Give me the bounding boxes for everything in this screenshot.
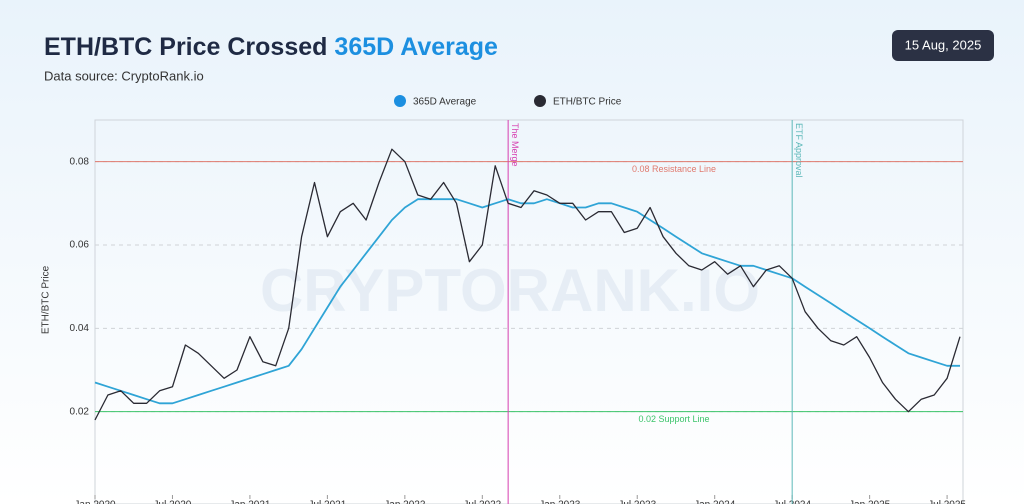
- title-main: ETH/BTC Price Crossed: [44, 33, 327, 61]
- y-tick-label: 0.06: [70, 240, 90, 251]
- date-badge: [892, 30, 994, 61]
- y-tick-label: 0.08: [70, 156, 90, 167]
- plot-frame: [94, 119, 964, 504]
- y-tick-label: 0.04: [70, 323, 90, 334]
- watermark: CRYPTORANK.IO: [260, 257, 760, 324]
- y-tick-label: 0.02: [70, 406, 90, 417]
- x-tick-label: Jul 2021: [308, 500, 346, 504]
- reference-label: 0.02 Support Line: [638, 414, 709, 424]
- event-label: The Merge: [510, 123, 520, 167]
- chart-title: ETH/BTC Price Crossed 365D Average: [44, 33, 498, 61]
- x-tick-label: Jan 2025: [849, 500, 891, 504]
- x-tick-label: Jul 2025: [928, 500, 966, 504]
- subtitle: Data source: CryptoRank.io: [44, 68, 204, 83]
- y-axis-label: ETH/BTC Price: [41, 265, 52, 334]
- x-tick-label: Jan 2024: [694, 500, 736, 504]
- x-tick-label: Jan 2022: [384, 500, 426, 504]
- x-tick-label: Jul 2022: [463, 500, 501, 504]
- date: 15 Aug, 2025: [905, 37, 982, 52]
- legend-label: ETH/BTC Price: [553, 97, 622, 108]
- series-line: [94, 148, 961, 421]
- x-tick-label: Jul 2020: [154, 500, 192, 504]
- legend-label: 365D Average: [413, 97, 477, 108]
- x-tick-label: Jan 2020: [74, 500, 116, 504]
- legend-marker: [534, 95, 546, 107]
- reference-label: 0.08 Resistance Line: [632, 164, 716, 174]
- x-tick-label: Jul 2023: [618, 500, 656, 504]
- series-line: [94, 198, 960, 405]
- x-tick-label: Jan 2021: [229, 500, 271, 504]
- title-highlight: 365D Average: [334, 33, 498, 61]
- legend-marker: [394, 95, 406, 107]
- x-tick-label: Jan 2023: [539, 500, 581, 504]
- event-label: ETF Approval: [794, 123, 804, 178]
